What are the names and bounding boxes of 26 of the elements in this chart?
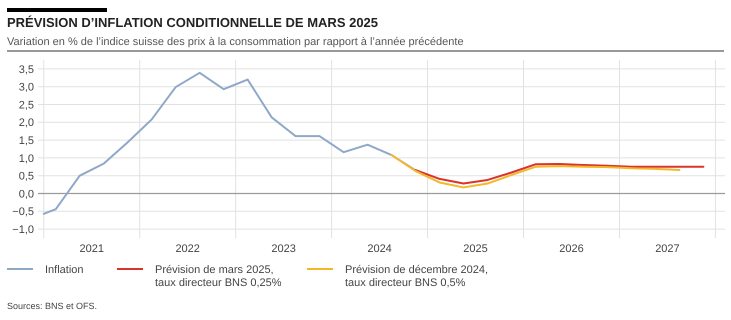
line-series [390,154,680,188]
line-series [42,72,417,215]
y-tick-label: 2,5 [18,99,34,112]
legend-label: Prévision de mars 2025, taux directeur BNS 0,25% [155,264,282,289]
y-tick-label: −1,0 [12,224,34,236]
x-tick-label: 2021 [79,243,104,255]
y-tick-label: 2,0 [18,117,34,130]
y-tick-label: 0,0 [18,188,34,200]
y-tick-label: −0,5 [12,206,34,218]
y-tick-label: 1,0 [18,152,34,165]
x-tick-label: 2022 [175,243,200,255]
source-note: Sources: BNS et OFS. [7,301,98,311]
line-series [414,162,704,185]
legend-label: Prévision de décembre 2024, taux directeur BNS 0,5% [345,264,488,289]
x-tick-label: 2025 [463,243,488,255]
legend-label: Inflation [45,264,84,276]
x-tick-label: 2023 [271,243,296,255]
x-tick-label: 2024 [367,243,392,255]
y-tick-label: 1,5 [18,134,34,147]
y-tick-label: 3,0 [18,82,34,94]
y-tick-label: 0,5 [18,170,34,183]
y-tick-label: 3,5 [18,64,34,76]
x-tick-label: 2027 [655,243,680,255]
x-tick-label: 2026 [559,243,584,255]
chart-subtitle: Variation en % de l’indice suisse des prix à la consommation par rapport à l’année précédente [7,36,464,48]
chart-title: PRÉVISION D’INFLATION CONDITIONNELLE DE MARS 2025 [7,15,378,30]
